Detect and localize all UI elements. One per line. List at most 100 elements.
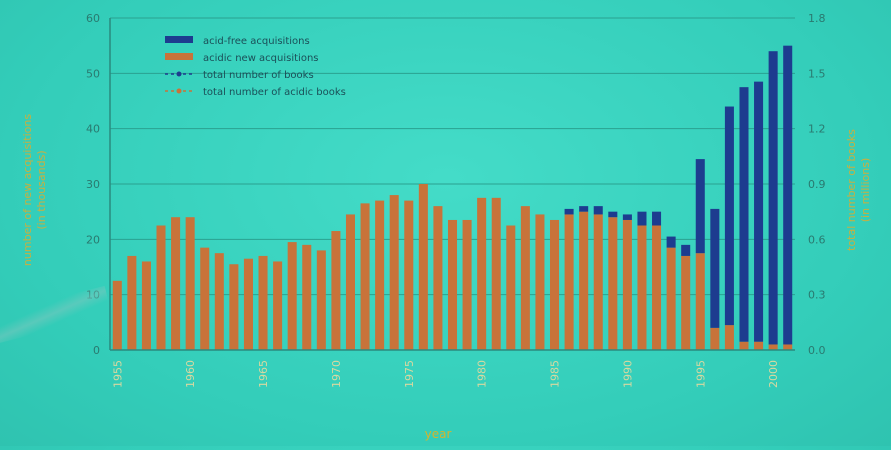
bar-acid-free — [681, 244, 691, 256]
bar-acid-free — [608, 211, 618, 218]
legend-label: total number of books — [203, 70, 314, 81]
bar-acidic — [316, 250, 326, 350]
y-tick-label: 40 — [86, 123, 100, 136]
bar-acidic — [724, 325, 734, 350]
legend-marker — [176, 71, 182, 77]
legend: acid-free acquisitions acidic new acquisi… — [165, 36, 346, 98]
axis-title-line: number of new acquisitions — [21, 114, 34, 266]
bar-acidic — [462, 219, 472, 350]
x-tick-label: 1960 — [184, 360, 197, 388]
bar-acidic — [229, 264, 239, 350]
bar-acidic — [564, 214, 574, 350]
bar-acidic — [637, 225, 647, 350]
bar-acidic — [520, 206, 530, 350]
bar-acidic — [200, 247, 210, 350]
bar-acidic — [185, 217, 195, 350]
bar-acidic — [273, 261, 283, 350]
bar-acidic — [345, 214, 355, 350]
y2-tick-label: 1.8 — [808, 12, 826, 25]
y-axis-title: number of new acquisitions(in thousands) — [21, 114, 48, 266]
x-tick-label: 1965 — [257, 360, 270, 388]
bar-acid-free — [579, 206, 589, 212]
bar-acidic — [579, 211, 589, 350]
bar-acidic — [389, 195, 399, 350]
x-axis-title: year — [425, 427, 452, 441]
y-tick-label: 30 — [86, 178, 100, 191]
bar-acidic — [506, 225, 516, 350]
bar-acid-free — [622, 214, 632, 220]
legend-marker — [176, 88, 182, 94]
bar-acidic — [535, 214, 545, 350]
x-tick-label: 1990 — [621, 360, 634, 388]
x-ticks: 1955 1960 1965 1970 1975 1980 1985 1990 1995 2000 — [111, 360, 780, 388]
bar-acidic — [593, 214, 603, 350]
bar-acidic — [783, 344, 793, 350]
y2-ticks: 0.0 0.3 0.6 0.9 1.2 1.5 1.8 — [808, 12, 826, 357]
axes — [109, 18, 795, 351]
y2-axis-title: total number of books(in millions) — [845, 129, 872, 251]
bar-acidic — [418, 184, 428, 350]
y2-tick-label: 1.5 — [808, 67, 826, 80]
bar-acid-free — [754, 81, 764, 342]
bar-acidic — [112, 280, 122, 350]
y-tick-label: 0 — [93, 344, 100, 357]
bar-acid-free — [593, 206, 603, 215]
bar-acidic — [156, 225, 166, 350]
bar-acidic — [214, 253, 224, 350]
bar-acidic — [243, 258, 253, 350]
bar-acidic — [141, 261, 151, 350]
y2-tick-label: 0.0 — [808, 344, 826, 357]
bar-acid-free — [739, 87, 749, 342]
bar-acidic — [287, 242, 297, 350]
bar-acid-free — [724, 106, 734, 326]
bar-acid-free — [768, 51, 778, 345]
bar-acidic — [666, 247, 676, 350]
y-tick-label: 60 — [86, 12, 100, 25]
bar-acidic — [681, 255, 691, 350]
bar-acid-free — [637, 211, 647, 226]
bar-acidic — [258, 255, 268, 350]
bar-acid-free — [710, 208, 720, 328]
legend-label: acid-free acquisitions — [203, 36, 310, 47]
y-tick-label: 20 — [86, 233, 100, 246]
x-tick-label: 1955 — [111, 360, 124, 388]
bars — [112, 45, 793, 350]
y2-tick-label: 1.2 — [808, 123, 826, 136]
bar-acid-free — [652, 211, 662, 226]
x-tick-label: 1985 — [549, 360, 562, 388]
bar-acid-free — [695, 159, 705, 254]
axis-title-line: (in millions) — [859, 158, 872, 222]
bar-acidic — [652, 225, 662, 350]
bar-acidic — [550, 219, 560, 350]
bar-acidic — [360, 203, 370, 350]
bar-acidic — [491, 197, 501, 350]
bar-acidic — [375, 200, 385, 350]
bar-acidic — [710, 327, 720, 350]
bar-acidic — [433, 206, 443, 350]
legend-label: acidic new acquisitions — [203, 53, 319, 64]
legend-swatch — [165, 53, 193, 60]
bar-acidic — [447, 219, 458, 350]
legend-label: total number of acidic books — [203, 87, 346, 98]
bar-acidic — [622, 219, 632, 350]
bar-acidic — [695, 253, 705, 350]
bar-acidic — [127, 255, 137, 350]
bar-acid-free — [666, 236, 676, 248]
bar-acidic — [477, 197, 487, 350]
bar-acidic — [404, 200, 414, 350]
bar-acidic — [608, 217, 618, 350]
axis-title-line: (in thousands) — [35, 150, 48, 229]
axis-title-line: total number of books — [845, 129, 858, 251]
y2-tick-label: 0.3 — [808, 289, 826, 302]
x-tick-label: 1970 — [330, 360, 343, 388]
bar-acid-free — [564, 208, 574, 215]
bar-acidic — [302, 244, 312, 350]
y2-tick-label: 0.9 — [808, 178, 826, 191]
x-tick-label: 2000 — [767, 360, 780, 388]
x-tick-label: 1980 — [476, 360, 489, 388]
bar-acidic — [739, 341, 749, 350]
x-tick-label: 1995 — [694, 360, 707, 388]
bar-acidic — [171, 217, 181, 350]
